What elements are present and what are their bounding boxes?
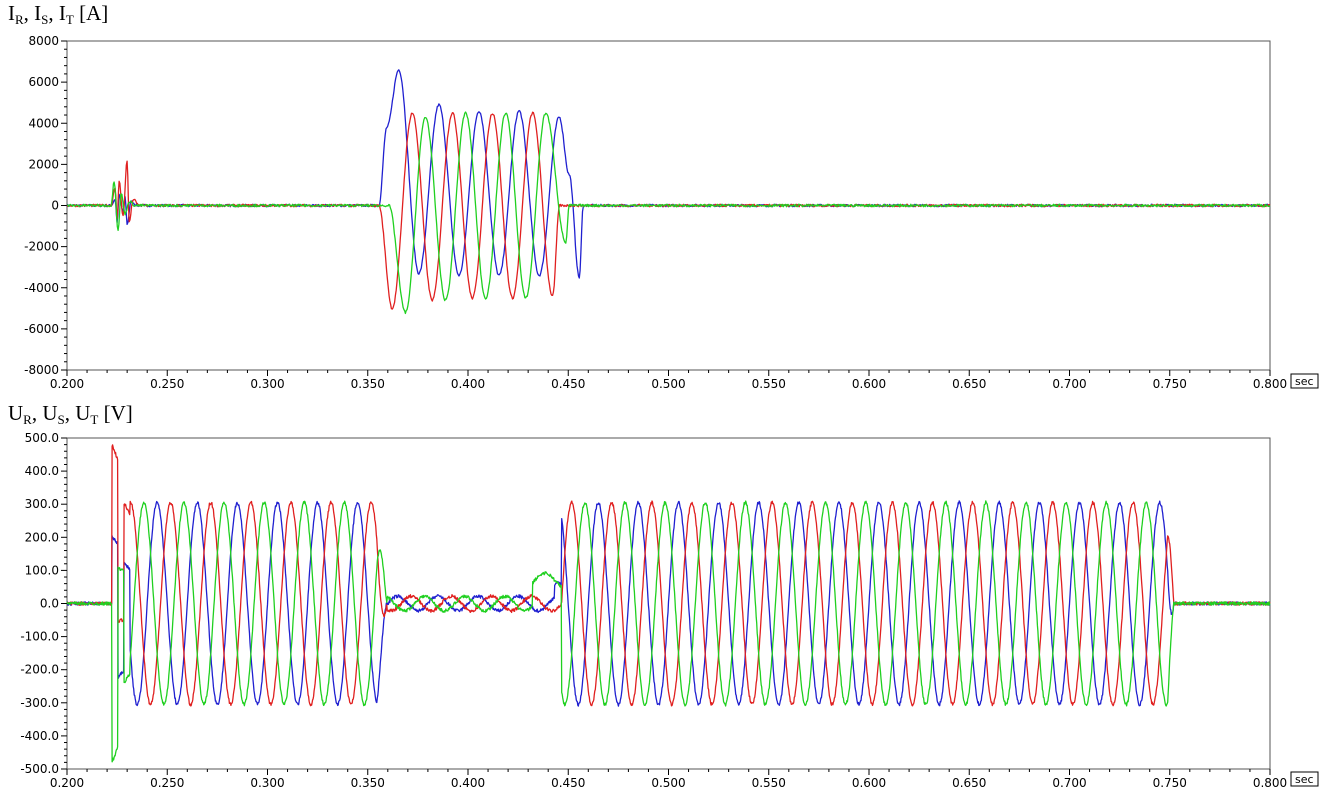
voltage-x-tick-label: 0.550 (752, 776, 786, 790)
current-x-tick-label: 0.600 (852, 377, 886, 391)
voltage-y-tick-label: -300.0 (20, 696, 59, 710)
current-x-tick-label: 0.750 (1153, 377, 1187, 391)
current-chart-title: IR, IS, IT [A] (8, 1, 108, 27)
voltage-series-2-line (66, 444, 1271, 707)
current-series-2-line (66, 111, 1271, 310)
current-y-tick-label: -2000 (24, 240, 59, 254)
voltage-y-tick-label: -400.0 (20, 729, 59, 743)
voltage-y-tick-label: -500.0 (20, 762, 59, 776)
current-x-tick-label: 0.400 (451, 377, 485, 391)
current-x-tick-label: 0.650 (952, 377, 986, 391)
voltage-x-tick-label: 0.800 (1253, 776, 1287, 790)
voltage-y-tick-label: 100.0 (25, 563, 59, 577)
current-x-tick-label: 0.300 (250, 377, 284, 391)
voltage-chart-title: UR, US, UT [V] (8, 401, 133, 427)
current-chart-panel: IR, IS, IT [A] -8000 -6000 -4000 -2000 0 2000… (8, 1, 1319, 391)
voltage-y-tick-label: 200.0 (25, 530, 59, 544)
current-y-tick-label: 4000 (28, 116, 59, 130)
current-y-tick-label: 2000 (28, 157, 59, 171)
current-y-axis: -8000 -6000 -4000 -2000 0 2000 4000 6000 8000 (24, 34, 67, 377)
voltage-x-tick-label: 0.350 (351, 776, 385, 790)
current-series-group (66, 69, 1271, 315)
current-y-tick-label: -8000 (24, 363, 59, 377)
current-y-tick-label: -4000 (24, 281, 59, 295)
voltage-series-1-line (66, 500, 1271, 707)
current-x-tick-label: 0.250 (150, 377, 184, 391)
current-x-tick-label: 0.550 (752, 377, 786, 391)
current-series-1-line (66, 69, 1271, 279)
voltage-x-tick-label: 0.500 (651, 776, 685, 790)
voltage-x-axis: 0.200 0.250 0.300 0.350 0.400 0.450 0.500 0.550… (50, 769, 1287, 790)
voltage-x-tick-label: 0.450 (551, 776, 585, 790)
current-x-tick-label: 0.500 (651, 377, 685, 391)
voltage-x-tick-label: 0.600 (852, 776, 886, 790)
current-y-tick-label: -6000 (24, 322, 59, 336)
voltage-y-axis: -500.0 -400.0 -300.0 -200.0 -100.0 0.0 100.0 20… (20, 431, 67, 776)
voltage-x-tick-label: 0.700 (1052, 776, 1086, 790)
voltage-chart-panel: UR, US, UT [V] -500.0-400.0-300.0-200.0-… (8, 401, 1319, 790)
current-x-axis: 0.200 0.250 0.300 0.350 0.400 0.450 0.500 0.550… (50, 370, 1287, 391)
current-x-tick-label: 0.800 (1253, 377, 1287, 391)
voltage-x-tick-label: 0.200 (50, 776, 84, 790)
voltage-y-tick-label: 500.0 (25, 431, 59, 445)
current-y-tick-label: 0 (51, 199, 59, 213)
voltage-x-tick-label: 0.750 (1153, 776, 1187, 790)
current-x-unit-box (1290, 373, 1319, 389)
voltage-y-tick-label: 300.0 (25, 497, 59, 511)
voltage-y-tick-label: 0.0 (40, 597, 59, 611)
current-series-3-line (67, 111, 1271, 315)
voltage-y-tick-label: -100.0 (20, 630, 59, 644)
voltage-x-unit-label: sec (1295, 773, 1314, 786)
current-x-tick-label: 0.200 (50, 377, 84, 391)
voltage-x-tick-label: 0.400 (451, 776, 485, 790)
current-y-tick-label: 6000 (28, 75, 59, 89)
voltage-y-tick-label: 400.0 (25, 464, 59, 478)
current-x-tick-label: 0.450 (551, 377, 585, 391)
voltage-y-tick-label: -200.0 (20, 663, 59, 677)
current-x-tick-label: 0.700 (1052, 377, 1086, 391)
current-x-tick-label: 0.350 (351, 377, 385, 391)
current-y-tick-label: 8000 (28, 34, 59, 48)
voltage-series-group (66, 444, 1271, 763)
voltage-x-tick-label: 0.300 (250, 776, 284, 790)
voltage-x-tick-label: 0.650 (952, 776, 986, 790)
voltage-x-tick-label: 0.250 (150, 776, 184, 790)
current-x-unit-label: sec (1295, 375, 1314, 388)
voltage-series-3-line (66, 500, 1271, 763)
voltage-x-unit-box (1290, 771, 1319, 787)
